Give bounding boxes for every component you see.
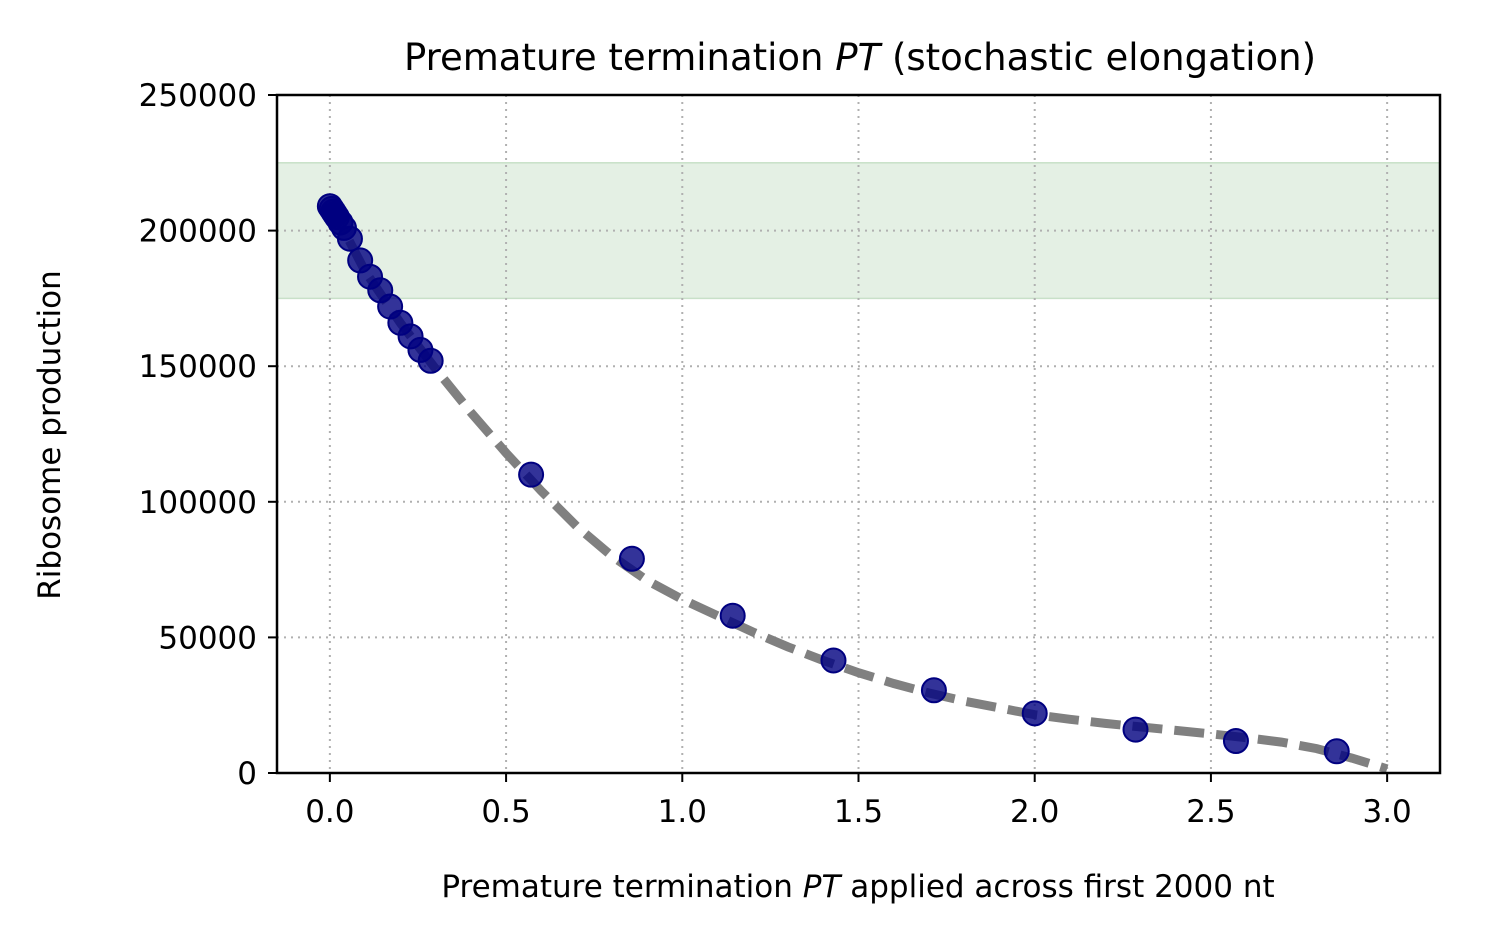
y-tick-label: 50000 xyxy=(158,620,257,656)
data-point xyxy=(417,347,444,374)
dashed-line-layer xyxy=(325,201,1389,774)
chart-title: Premature termination PT (stochastic elo… xyxy=(404,36,1316,79)
data-point xyxy=(820,647,847,674)
y-axis-label: Ribosome production xyxy=(32,270,68,600)
data-point xyxy=(1222,727,1249,754)
tick-layer: 0.0 0.5 1.0 1.5 2.0 2.5 3.0 0 50000 100000 150000 2… xyxy=(139,78,1412,830)
data-point xyxy=(719,602,746,629)
data-point xyxy=(1021,700,1048,727)
data-point xyxy=(618,545,645,572)
data-point xyxy=(518,461,545,488)
x-tick-label: 2.0 xyxy=(1010,794,1059,830)
x-tick-label: 3.0 xyxy=(1362,794,1411,830)
data-point xyxy=(1122,716,1149,743)
x-tick-label: 1.0 xyxy=(658,794,707,830)
x-tick-label: 1.5 xyxy=(834,794,883,830)
scatter-points-layer xyxy=(316,193,1350,765)
y-tick-label: 200000 xyxy=(139,214,257,250)
data-point xyxy=(336,225,363,252)
x-tick-label: 0.5 xyxy=(481,794,530,830)
fit-dashed-line xyxy=(325,201,1389,774)
y-tick-label: 150000 xyxy=(139,349,257,385)
y-tick-label: 250000 xyxy=(139,78,257,114)
y-tick-label: 0 xyxy=(237,756,257,792)
x-axis-label: Premature termination PT applied across … xyxy=(441,869,1274,905)
data-point xyxy=(920,677,947,704)
y-tick-label: 100000 xyxy=(139,485,257,521)
x-tick-label: 2.5 xyxy=(1186,794,1235,830)
data-point xyxy=(1323,738,1350,765)
x-tick-label: 0.0 xyxy=(305,794,354,830)
